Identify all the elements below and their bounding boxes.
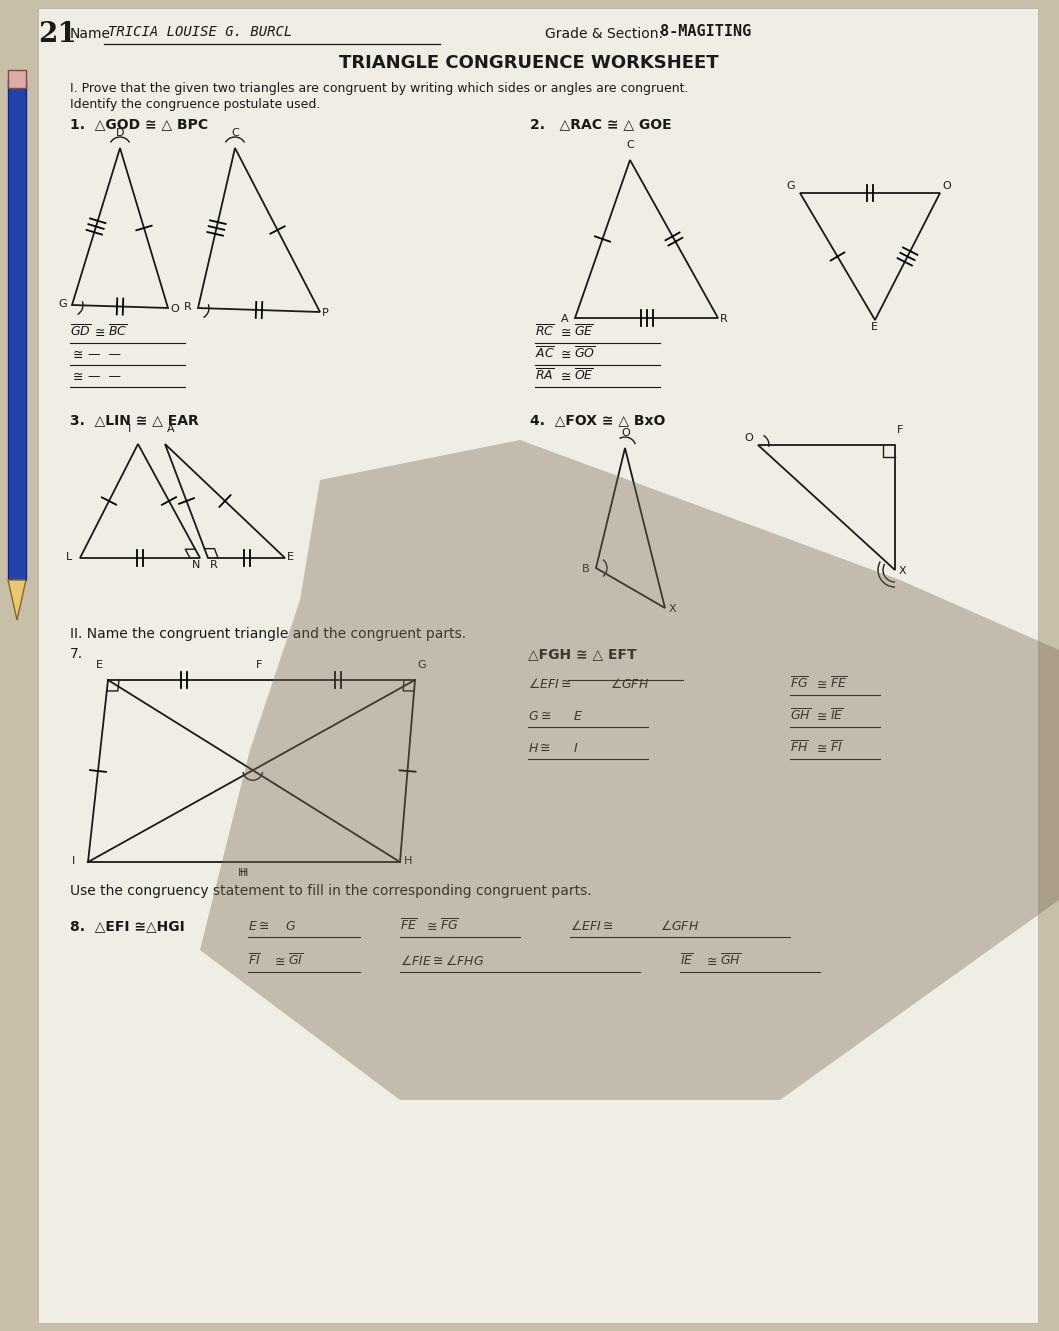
Text: E: E <box>96 660 103 669</box>
Text: II. Name the congruent triangle and the congruent parts.: II. Name the congruent triangle and the … <box>70 627 466 642</box>
Text: X: X <box>669 604 677 614</box>
Text: O: O <box>744 433 753 443</box>
Text: $\angle EFI \cong$: $\angle EFI \cong$ <box>528 677 572 691</box>
Text: 7.: 7. <box>70 647 83 662</box>
Text: $\overline{GE}$: $\overline{GE}$ <box>574 323 594 339</box>
Text: F: F <box>256 660 263 669</box>
Text: TRICIA LOUISE G. BURCL: TRICIA LOUISE G. BURCL <box>108 25 292 39</box>
Text: F: F <box>897 425 903 435</box>
Text: Use the congruency statement to fill in the corresponding congruent parts.: Use the congruency statement to fill in … <box>70 884 592 898</box>
Text: $\cong$: $\cong$ <box>558 370 572 383</box>
Text: $\overline{RA}$: $\overline{RA}$ <box>535 367 554 383</box>
Text: $\overline{OE}$: $\overline{OE}$ <box>574 367 594 383</box>
Text: 4.  △FOX ≅ △ BxO: 4. △FOX ≅ △ BxO <box>530 413 665 427</box>
Text: $\overline{IE}$: $\overline{IE}$ <box>830 708 844 723</box>
Text: $\overline{BC}$: $\overline{BC}$ <box>108 323 127 339</box>
Text: C: C <box>626 140 633 150</box>
Text: H: H <box>240 868 249 878</box>
Text: —  —: — — <box>88 370 121 383</box>
Text: D: D <box>116 128 125 138</box>
FancyBboxPatch shape <box>8 71 26 88</box>
Text: $\overline{GH}$: $\overline{GH}$ <box>790 708 811 723</box>
Text: $\angle GFH$: $\angle GFH$ <box>610 677 649 691</box>
Text: O: O <box>621 429 630 438</box>
Text: O: O <box>943 181 951 192</box>
Text: G: G <box>58 299 67 309</box>
Text: H: H <box>403 856 412 866</box>
Text: $\overline{FI}$: $\overline{FI}$ <box>248 953 261 968</box>
Text: $\cong$: $\cong$ <box>814 709 827 723</box>
Polygon shape <box>200 441 1059 1099</box>
Text: Identify the congruence postulate used.: Identify the congruence postulate used. <box>70 98 321 110</box>
Text: $\overline{GO}$: $\overline{GO}$ <box>574 346 595 361</box>
Text: $\cong$: $\cong$ <box>70 347 84 361</box>
Text: $\cong$: $\cong$ <box>92 326 106 339</box>
Text: $E$: $E$ <box>573 709 582 723</box>
Text: G: G <box>786 181 794 192</box>
Text: R: R <box>720 314 728 323</box>
Text: —  —: — — <box>88 347 121 361</box>
Text: P: P <box>322 307 328 318</box>
Text: X: X <box>899 566 907 576</box>
Text: 3.  △LIN ≅ △ EAR: 3. △LIN ≅ △ EAR <box>70 413 199 427</box>
Text: $\angle GFH$: $\angle GFH$ <box>660 918 699 933</box>
Text: Name: Name <box>70 27 111 41</box>
Text: $G \cong$: $G \cong$ <box>528 709 552 723</box>
Text: 21: 21 <box>38 21 76 48</box>
Text: $\overline{FI}$: $\overline{FI}$ <box>830 740 843 755</box>
Text: $\overline{FE}$: $\overline{FE}$ <box>830 676 847 691</box>
Text: $\cong$: $\cong$ <box>558 347 572 361</box>
Text: $\cong$: $\cong$ <box>704 956 718 968</box>
Text: TRIANGLE CONGRUENCE WORKSHEET: TRIANGLE CONGRUENCE WORKSHEET <box>339 55 719 72</box>
Text: $G$: $G$ <box>285 920 297 933</box>
Text: R: R <box>184 302 192 311</box>
Text: $\cong$: $\cong$ <box>70 370 84 383</box>
Text: $\cong$: $\cong$ <box>814 741 827 755</box>
Text: $\angle EFI \cong$: $\angle EFI \cong$ <box>570 918 613 933</box>
Text: $\cong$: $\cong$ <box>814 677 827 691</box>
Text: H: H <box>238 868 247 878</box>
Text: A: A <box>167 425 175 434</box>
Text: I. Prove that the given two triangles are congruent by writing which sides or an: I. Prove that the given two triangles ar… <box>70 83 688 95</box>
Text: $\cong$: $\cong$ <box>424 920 437 933</box>
Text: N: N <box>192 560 200 570</box>
Text: 8-MAGITING: 8-MAGITING <box>660 24 751 39</box>
Text: L: L <box>66 552 72 562</box>
Text: 8.  △EFI ≅△HGI: 8. △EFI ≅△HGI <box>70 918 184 933</box>
Text: $\overline{FG}$: $\overline{FG}$ <box>439 917 459 933</box>
Text: $\overline{GI}$: $\overline{GI}$ <box>288 953 303 968</box>
Text: R: R <box>210 560 218 570</box>
Text: $I$: $I$ <box>573 741 578 755</box>
Text: E: E <box>870 322 878 331</box>
Text: B: B <box>582 564 590 574</box>
Polygon shape <box>8 580 26 620</box>
Text: $\cong$: $\cong$ <box>272 956 286 968</box>
Text: $\overline{IE}$: $\overline{IE}$ <box>680 953 694 968</box>
Text: $\overline{FG}$: $\overline{FG}$ <box>790 676 809 691</box>
Text: $H \cong$: $H \cong$ <box>528 741 551 755</box>
Text: 2.   △RAC ≅ △ GOE: 2. △RAC ≅ △ GOE <box>530 117 671 130</box>
Text: $\overline{GD}$: $\overline{GD}$ <box>70 323 91 339</box>
Text: C: C <box>231 128 238 138</box>
Text: $\cong$: $\cong$ <box>558 326 572 339</box>
Text: Grade & Section:: Grade & Section: <box>545 27 663 41</box>
Text: $E \cong$: $E \cong$ <box>248 920 269 933</box>
Text: A: A <box>561 314 569 323</box>
Text: △FGH ≅ △ EFT: △FGH ≅ △ EFT <box>528 647 636 662</box>
Text: $\overline{RC}$: $\overline{RC}$ <box>535 323 555 339</box>
Text: O: O <box>170 303 179 314</box>
Text: $\overline{GH}$: $\overline{GH}$ <box>720 953 741 968</box>
Text: $\overline{AC}$: $\overline{AC}$ <box>535 346 555 361</box>
Text: I: I <box>72 856 75 866</box>
FancyBboxPatch shape <box>38 8 1038 1323</box>
FancyBboxPatch shape <box>8 80 26 580</box>
Text: $\angle FIE \cong \angle FHG$: $\angle FIE \cong \angle FHG$ <box>400 954 484 968</box>
Text: E: E <box>287 552 294 562</box>
Text: G: G <box>417 660 426 669</box>
Text: $\overline{FE}$: $\overline{FE}$ <box>400 917 417 933</box>
Text: I: I <box>128 425 131 434</box>
Text: 1.  △GOD ≅ △ BPC: 1. △GOD ≅ △ BPC <box>70 117 209 130</box>
Text: $\overline{FH}$: $\overline{FH}$ <box>790 740 809 755</box>
